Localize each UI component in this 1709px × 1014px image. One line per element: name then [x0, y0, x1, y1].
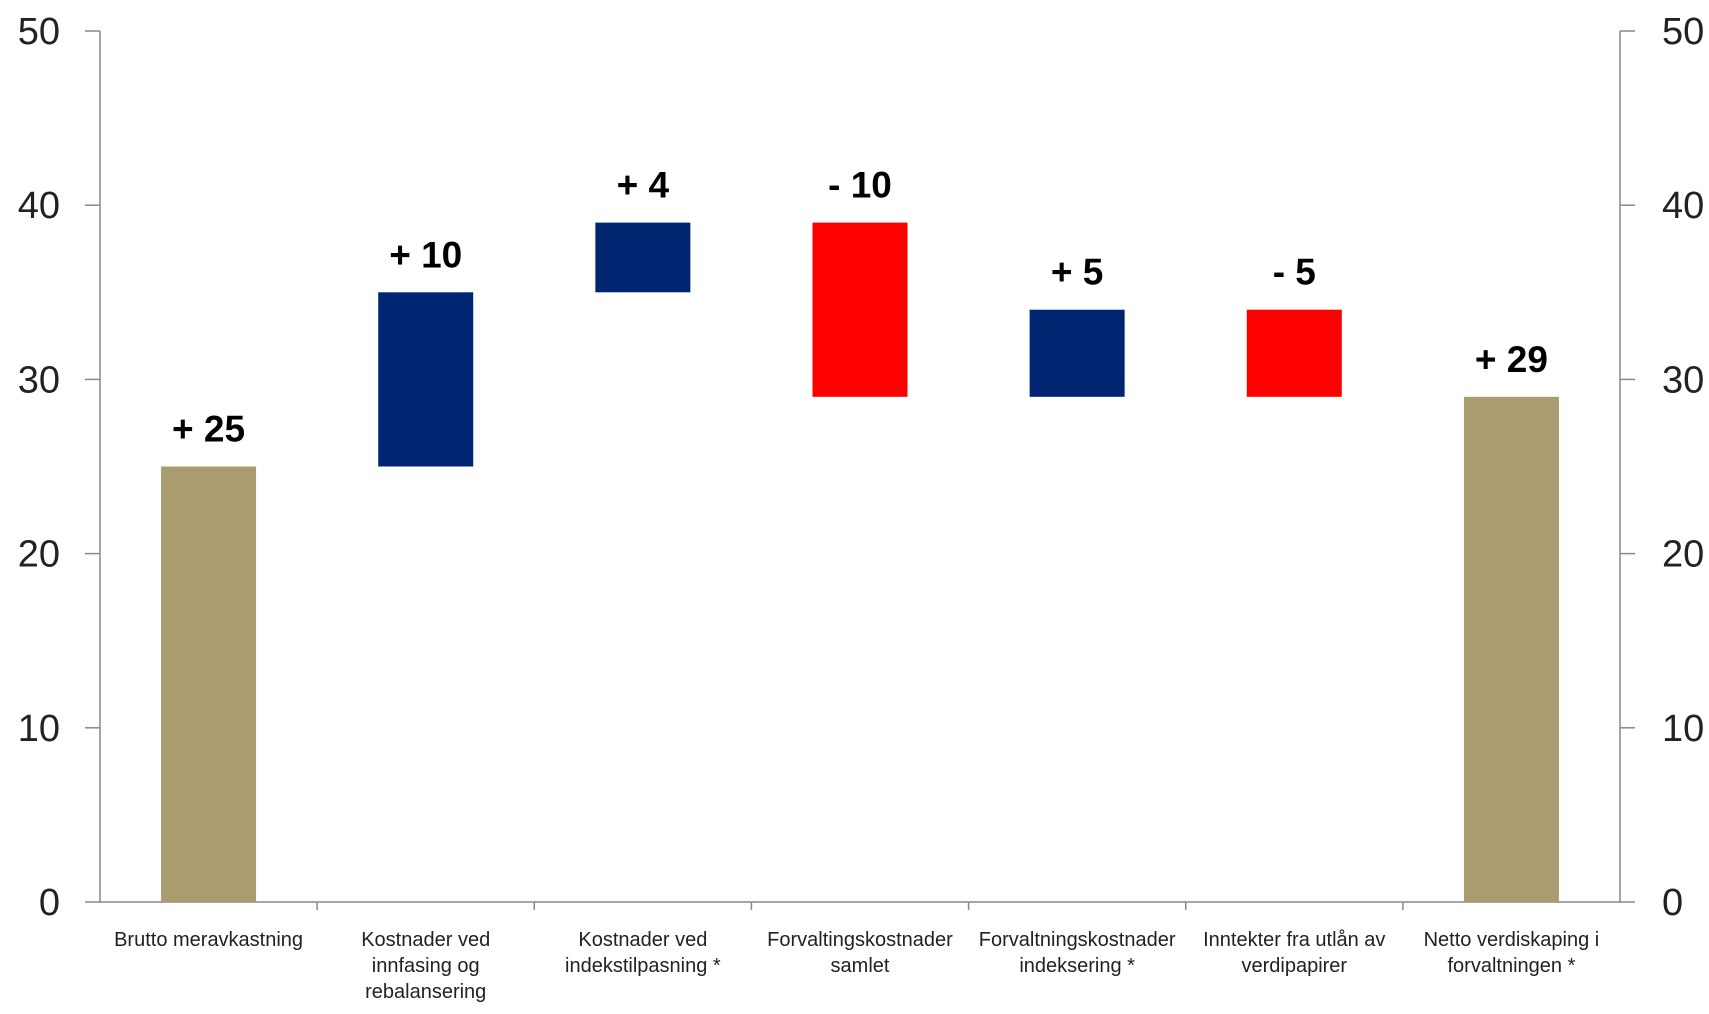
bar-total — [161, 466, 257, 902]
y-tick-label-right: 10 — [1662, 708, 1704, 750]
data-label: + 4 — [617, 165, 670, 206]
x-category-label-line: Forvaltningskostnader — [979, 929, 1176, 951]
bar-total — [1463, 396, 1559, 902]
x-category-label-line: Forvaltingskostnader — [767, 929, 953, 951]
x-category-label-line: Brutto meravkastning — [114, 929, 303, 951]
x-category-label-line: samlet — [831, 955, 890, 977]
bar-increase — [595, 222, 691, 293]
data-label: - 5 — [1273, 252, 1316, 293]
x-category-label: Kostnader ved innfasing og rebalansering — [361, 929, 490, 1003]
value-labels: + 25 + 10 + 4 - 10 + 5 - 5 + 29 — [172, 165, 1548, 450]
y-tick-label-left: 20 — [18, 534, 60, 576]
x-category-label-line: Inntekter fra utlån av — [1203, 929, 1385, 951]
x-category-label: Forvaltingskostnader samlet — [767, 929, 953, 977]
x-category-label-line: rebalansering — [365, 981, 486, 1003]
axes: 0 0 10 10 20 20 30 30 40 40 50 50 — [18, 11, 1705, 924]
x-category-label-line: forvaltningen * — [1447, 955, 1575, 977]
bar-increase — [1029, 309, 1125, 397]
y-tick-label-right: 0 — [1662, 882, 1683, 924]
x-category-label-line: indeksering * — [1019, 955, 1135, 977]
y-tick-label-right: 30 — [1662, 359, 1704, 401]
x-category-label: Inntekter fra utlån av verdipapirer — [1203, 929, 1385, 977]
x-category-label-line: Kostnader ved — [361, 929, 490, 951]
y-tick-label-left: 0 — [39, 882, 60, 924]
category-labels: Brutto meravkastning Kostnader ved innfasi… — [114, 929, 1599, 1003]
x-category-label: Forvaltningskostnader indeksering * — [979, 929, 1176, 977]
y-tick-label-right: 50 — [1662, 11, 1704, 53]
y-tick-label-left: 30 — [18, 359, 60, 401]
x-category-label: Kostnader ved indekstilpasning * — [565, 929, 721, 977]
data-label: - 10 — [828, 165, 892, 206]
bar-decrease — [1246, 309, 1342, 397]
data-label: + 25 — [172, 409, 245, 450]
y-tick-label-left: 50 — [18, 11, 60, 53]
bar-decrease — [812, 222, 908, 397]
x-category-label-line: innfasing og — [372, 955, 480, 977]
y-tick-label-right: 40 — [1662, 185, 1704, 227]
bars — [161, 222, 1559, 902]
x-category-label-line: Netto verdiskaping i — [1424, 929, 1600, 951]
data-label: + 5 — [1051, 252, 1103, 293]
x-category-label-line: indekstilpasning * — [565, 955, 721, 977]
y-tick-label-left: 10 — [18, 708, 60, 750]
x-category-label: Brutto meravkastning — [114, 929, 303, 951]
data-label: + 10 — [389, 234, 462, 275]
x-category-label-line: verdipapirer — [1241, 955, 1347, 977]
data-label: + 29 — [1475, 339, 1548, 380]
bar-increase — [378, 292, 474, 467]
y-tick-label-right: 20 — [1662, 534, 1704, 576]
y-tick-label-left: 40 — [18, 185, 60, 227]
x-category-label-line: Kostnader ved — [578, 929, 707, 951]
x-category-label: Netto verdiskaping i forvaltningen * — [1424, 929, 1600, 977]
